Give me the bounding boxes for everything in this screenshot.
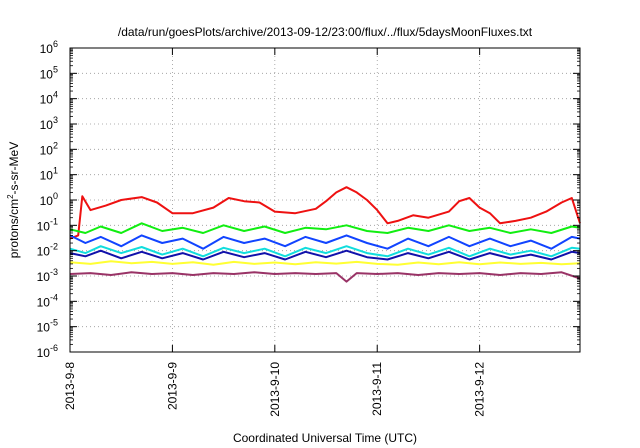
y-tick-label-exp: 6 bbox=[53, 39, 58, 49]
y-tick-label: 10-1 bbox=[37, 216, 58, 233]
y-tick-label-exp: -5 bbox=[50, 318, 58, 328]
y-tick-label: 101 bbox=[40, 166, 58, 183]
y-tick-label: 106 bbox=[40, 39, 58, 56]
flux-series-line bbox=[69, 222, 581, 234]
flux-series-line bbox=[69, 245, 581, 258]
flux-series-line bbox=[69, 186, 581, 240]
y-tick-label-base: 10 bbox=[37, 219, 51, 233]
y-tick-label: 10-6 bbox=[37, 343, 58, 360]
ticks bbox=[69, 47, 580, 353]
y-tick-label: 10-2 bbox=[37, 242, 58, 259]
x-tick-labels: 2013-9-8 2013-9-9 2013-9-10 2013-9-11 2013-9… bbox=[63, 362, 487, 417]
y-axis-label: protons/cm2-s-sr-MeV bbox=[6, 142, 21, 258]
y-tick-label-exp: 1 bbox=[53, 166, 58, 176]
y-tick-label-base: 10 bbox=[40, 118, 54, 132]
y-tick-label-exp: -1 bbox=[50, 216, 58, 226]
x-tick-label: 2013-9-8 bbox=[63, 362, 77, 410]
series-layer bbox=[69, 186, 581, 283]
y-tick-label-exp: -4 bbox=[50, 292, 58, 302]
x-tick-label: 2013-9-10 bbox=[268, 362, 282, 417]
y-tick-label-exp: -3 bbox=[50, 267, 58, 277]
y-tick-labels: 10-610-510-410-310-210-11001011021031041… bbox=[37, 39, 58, 360]
y-tick-label-base: 10 bbox=[37, 245, 51, 259]
chart-title: /data/run/goesPlots/archive/2013-09-12/2… bbox=[118, 25, 533, 39]
y-tick-label-base: 10 bbox=[37, 295, 51, 309]
y-tick-label-exp: 5 bbox=[53, 64, 58, 74]
y-tick-label-base: 10 bbox=[40, 143, 54, 157]
grid bbox=[70, 48, 580, 352]
y-tick-label-base: 10 bbox=[37, 321, 51, 335]
y-tick-label: 105 bbox=[40, 64, 58, 81]
y-tick-label-exp: 0 bbox=[53, 191, 58, 201]
y-axis-label-sup: 2 bbox=[6, 194, 15, 199]
flux-series-line bbox=[69, 249, 581, 261]
y-axis-label-base: protons/cm bbox=[7, 199, 21, 258]
flux-series-line bbox=[69, 271, 581, 283]
y-tick-label-exp: 2 bbox=[53, 140, 58, 150]
x-tick-label: 2013-9-12 bbox=[473, 362, 487, 417]
y-tick-label: 102 bbox=[40, 140, 58, 157]
y-tick-label: 10-4 bbox=[37, 292, 58, 309]
x-axis-label: Coordinated Universal Time (UTC) bbox=[233, 431, 417, 445]
y-tick-label-exp: 4 bbox=[53, 90, 58, 100]
y-axis-label-rest: -s-sr-MeV bbox=[7, 142, 21, 195]
flux-series-line bbox=[69, 234, 581, 250]
y-tick-label-exp: -2 bbox=[50, 242, 58, 252]
y-tick-label: 10-5 bbox=[37, 318, 58, 335]
y-tick-label-base: 10 bbox=[40, 194, 54, 208]
x-tick-label: 2013-9-11 bbox=[370, 362, 384, 416]
y-tick-label-base: 10 bbox=[40, 67, 54, 81]
y-tick-label: 103 bbox=[40, 115, 58, 132]
y-tick-label-base: 10 bbox=[40, 42, 54, 56]
flux-series-line bbox=[69, 260, 581, 266]
y-tick-label-exp: 3 bbox=[53, 115, 58, 125]
y-tick-label-exp: -6 bbox=[50, 343, 58, 353]
x-tick-label: 2013-9-9 bbox=[165, 362, 179, 410]
y-tick-label-base: 10 bbox=[40, 93, 54, 107]
y-tick-label-base: 10 bbox=[40, 169, 54, 183]
y-tick-label: 10-3 bbox=[37, 267, 58, 284]
y-tick-label: 100 bbox=[40, 191, 58, 208]
y-tick-label-base: 10 bbox=[37, 270, 51, 284]
y-tick-label: 104 bbox=[40, 90, 58, 107]
y-tick-label-base: 10 bbox=[37, 346, 51, 360]
